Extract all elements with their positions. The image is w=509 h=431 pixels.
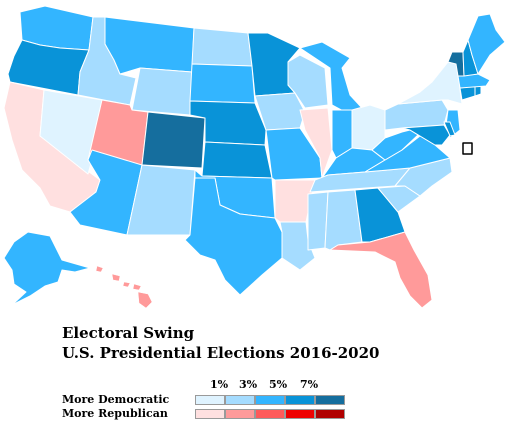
us-swing-map [3,5,506,309]
state-nevada [39,89,103,175]
scale-label-7: 7% [300,378,319,391]
state-new-york [397,59,463,105]
swatch-democratic-2 [225,395,255,405]
state-hawaii [95,265,153,309]
state-montana [104,16,195,75]
swatch-democratic-1 [195,395,225,405]
state-north-dakota [191,27,253,67]
swatch-republican-4 [285,409,315,419]
swatch-republican-5 [315,409,345,419]
swatch-republican-1 [195,409,225,419]
legend-subtitle: U.S. Presidential Elections 2016-2020 [62,344,380,362]
state-alaska [3,231,91,306]
scale-label-5: 5% [269,378,288,391]
state-wyoming [131,67,193,116]
state-florida [329,231,433,309]
legend-more-democratic: More Democratic [62,393,170,406]
state-maryland [401,124,451,146]
state-texas [184,177,283,296]
scale-label-1: 1% [210,378,229,391]
state-rhode-island [474,85,482,97]
state-michigan [299,41,363,113]
state-colorado [141,111,206,169]
state-district-of-columbia [462,142,473,155]
scale-label-3: 3% [239,378,258,391]
state-delaware [443,121,456,137]
state-louisiana [279,221,316,271]
swatch-democratic-4 [285,395,315,405]
state-wisconsin [287,54,329,109]
swatch-democratic-5 [315,395,345,405]
state-arizona [69,149,143,236]
state-maine [467,13,506,75]
state-mississippi [307,191,329,251]
state-kansas [201,141,273,179]
swatch-democratic-3 [255,395,285,405]
swatch-republican-2 [225,409,255,419]
swatch-republican-3 [255,409,285,419]
legend-more-republican: More Republican [62,407,168,420]
legend-title: Electoral Swing [62,324,195,342]
state-south-dakota [189,63,256,104]
state-west-virginia [371,129,419,161]
